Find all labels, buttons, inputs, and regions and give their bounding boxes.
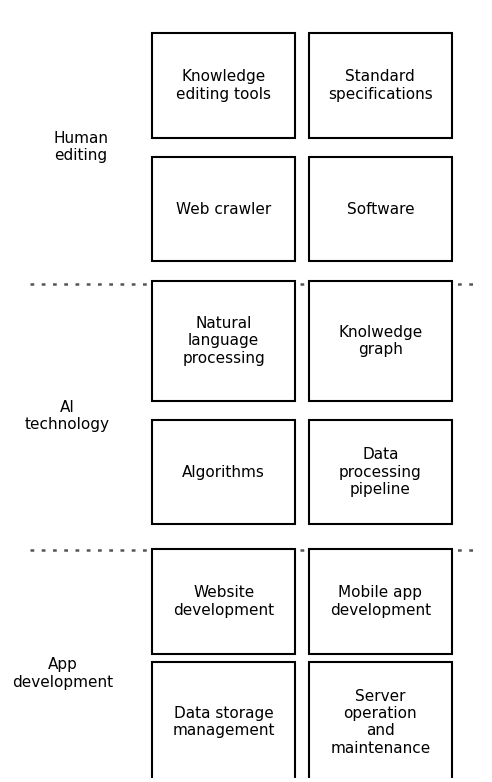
- FancyBboxPatch shape: [309, 662, 452, 782]
- FancyBboxPatch shape: [153, 662, 295, 782]
- Text: Knowledge
editing tools: Knowledge editing tools: [176, 69, 271, 102]
- Text: Human
editing: Human editing: [54, 131, 109, 163]
- FancyBboxPatch shape: [309, 420, 452, 525]
- FancyBboxPatch shape: [153, 281, 295, 400]
- Text: Data
processing
pipeline: Data processing pipeline: [339, 447, 422, 497]
- FancyBboxPatch shape: [309, 549, 452, 654]
- Text: Knolwedge
graph: Knolwedge graph: [338, 325, 423, 357]
- FancyBboxPatch shape: [153, 549, 295, 654]
- Text: Natural
language
processing: Natural language processing: [183, 316, 265, 366]
- Text: Mobile app
development: Mobile app development: [330, 585, 431, 618]
- Text: Website
development: Website development: [173, 585, 275, 618]
- Text: Data storage
management: Data storage management: [173, 706, 275, 738]
- FancyBboxPatch shape: [153, 33, 295, 138]
- FancyBboxPatch shape: [153, 157, 295, 261]
- Text: Standard
specifications: Standard specifications: [328, 69, 432, 102]
- Text: App
development: App development: [12, 657, 113, 690]
- FancyBboxPatch shape: [153, 420, 295, 525]
- Text: Web crawler: Web crawler: [176, 202, 272, 217]
- Text: Server
operation
and
maintenance: Server operation and maintenance: [330, 688, 430, 755]
- Text: AI
technology: AI technology: [25, 400, 110, 432]
- FancyBboxPatch shape: [309, 33, 452, 138]
- Text: Software: Software: [346, 202, 414, 217]
- FancyBboxPatch shape: [309, 157, 452, 261]
- FancyBboxPatch shape: [309, 281, 452, 400]
- Text: Algorithms: Algorithms: [183, 465, 265, 479]
